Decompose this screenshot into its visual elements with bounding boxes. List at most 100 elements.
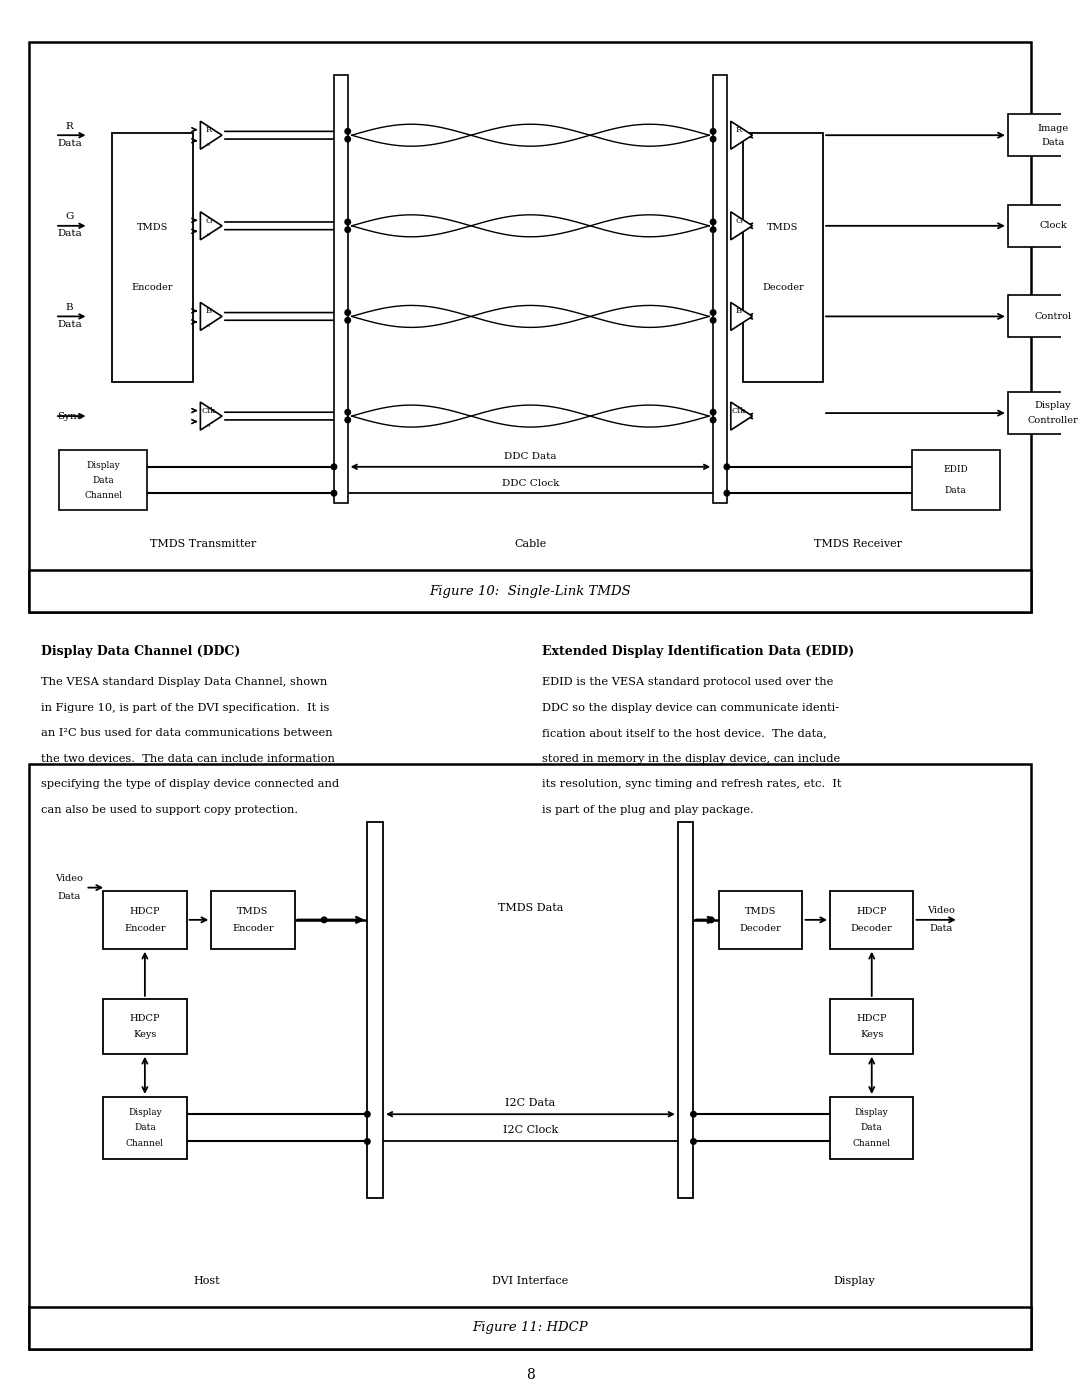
- Polygon shape: [731, 212, 753, 240]
- Text: Clock: Clock: [1039, 221, 1067, 231]
- Text: Encoder: Encoder: [132, 284, 173, 292]
- Text: the two devices.  The data can include information: the two devices. The data can include in…: [41, 753, 335, 764]
- FancyBboxPatch shape: [29, 1308, 1031, 1350]
- Text: Channel: Channel: [84, 490, 122, 500]
- Text: DDC so the display device can communicate identi-: DDC so the display device can communicat…: [542, 703, 839, 712]
- FancyBboxPatch shape: [743, 133, 823, 383]
- Polygon shape: [201, 302, 222, 331]
- Text: Control: Control: [1035, 312, 1071, 321]
- Text: Channel: Channel: [853, 1139, 891, 1148]
- Text: is part of the plug and play package.: is part of the plug and play package.: [542, 805, 754, 814]
- Polygon shape: [731, 302, 753, 331]
- Text: stored in memory in the display device, can include: stored in memory in the display device, …: [542, 753, 840, 764]
- Text: Video: Video: [927, 907, 955, 915]
- Text: TMDS: TMDS: [767, 224, 798, 232]
- FancyBboxPatch shape: [1008, 205, 1080, 247]
- Text: Display: Display: [129, 1108, 162, 1116]
- Circle shape: [365, 1112, 370, 1118]
- Text: TMDS Data: TMDS Data: [498, 902, 563, 912]
- Text: Decoder: Decoder: [851, 923, 892, 933]
- Text: G: G: [205, 217, 212, 225]
- Text: Clk: Clk: [732, 407, 746, 415]
- Text: Data: Data: [134, 1123, 156, 1133]
- Text: Data: Data: [57, 893, 80, 901]
- Text: Figure 10:  Single-Link TMDS: Figure 10: Single-Link TMDS: [430, 584, 632, 598]
- FancyBboxPatch shape: [334, 75, 348, 503]
- Text: Data: Data: [57, 320, 82, 328]
- Text: TMDS: TMDS: [745, 907, 777, 915]
- FancyBboxPatch shape: [831, 999, 914, 1053]
- Text: o: o: [207, 422, 211, 427]
- Text: Display: Display: [86, 461, 120, 469]
- Text: TMDS: TMDS: [238, 907, 269, 915]
- Circle shape: [345, 409, 351, 415]
- Text: Cable: Cable: [514, 539, 546, 549]
- FancyBboxPatch shape: [831, 1097, 914, 1160]
- FancyBboxPatch shape: [103, 1097, 187, 1160]
- Polygon shape: [731, 122, 753, 149]
- Circle shape: [724, 490, 730, 496]
- Text: Image: Image: [1038, 123, 1068, 133]
- Text: Data: Data: [1041, 138, 1065, 147]
- FancyBboxPatch shape: [1008, 393, 1080, 434]
- FancyBboxPatch shape: [1008, 115, 1080, 156]
- Text: Data: Data: [57, 229, 82, 239]
- FancyBboxPatch shape: [49, 784, 364, 1255]
- FancyBboxPatch shape: [29, 42, 1031, 612]
- Text: TMDS: TMDS: [136, 224, 167, 232]
- Text: in Figure 10, is part of the DVI specification.  It is: in Figure 10, is part of the DVI specifi…: [41, 703, 329, 712]
- FancyBboxPatch shape: [103, 891, 187, 949]
- FancyBboxPatch shape: [29, 764, 1031, 1350]
- Text: I2C Clock: I2C Clock: [503, 1126, 558, 1136]
- FancyBboxPatch shape: [713, 75, 727, 503]
- Text: G: G: [735, 217, 742, 225]
- Circle shape: [345, 129, 351, 134]
- Circle shape: [691, 1112, 697, 1118]
- FancyBboxPatch shape: [103, 999, 187, 1053]
- Text: o: o: [207, 323, 211, 328]
- Circle shape: [711, 310, 716, 316]
- Polygon shape: [731, 402, 753, 430]
- Text: Display: Display: [834, 1275, 876, 1287]
- Text: Extended Display Identification Data (EDID): Extended Display Identification Data (ED…: [542, 645, 854, 658]
- Circle shape: [332, 464, 337, 469]
- Circle shape: [711, 418, 716, 423]
- Text: Channel: Channel: [126, 1139, 164, 1148]
- Text: Encoder: Encoder: [124, 923, 165, 933]
- Polygon shape: [201, 212, 222, 240]
- Text: B: B: [205, 307, 212, 316]
- FancyBboxPatch shape: [719, 891, 802, 949]
- Text: Display Data Channel (DDC): Display Data Channel (DDC): [41, 645, 241, 658]
- Text: Keys: Keys: [133, 1030, 157, 1039]
- Circle shape: [711, 226, 716, 232]
- Text: G: G: [66, 212, 73, 221]
- Circle shape: [691, 1139, 697, 1144]
- FancyBboxPatch shape: [59, 450, 147, 510]
- Text: B: B: [735, 307, 742, 316]
- FancyBboxPatch shape: [705, 66, 1010, 518]
- Circle shape: [345, 317, 351, 323]
- Text: Sync: Sync: [57, 412, 82, 420]
- Text: Decoder: Decoder: [762, 284, 804, 292]
- Text: its resolution, sync timing and refresh rates, etc.  It: its resolution, sync timing and refresh …: [542, 780, 841, 789]
- FancyBboxPatch shape: [678, 821, 693, 1199]
- Text: B: B: [66, 303, 73, 312]
- Text: Host: Host: [193, 1275, 219, 1287]
- Text: HDCP: HDCP: [130, 907, 160, 915]
- FancyBboxPatch shape: [698, 784, 1012, 1255]
- Circle shape: [708, 916, 714, 922]
- Text: DVI Interface: DVI Interface: [492, 1275, 568, 1287]
- Text: o: o: [207, 232, 211, 237]
- FancyBboxPatch shape: [212, 891, 295, 949]
- Text: Keys: Keys: [860, 1030, 883, 1039]
- Text: R: R: [205, 126, 212, 134]
- Text: HDCP: HDCP: [130, 1014, 160, 1023]
- Text: The VESA standard Display Data Channel, shown: The VESA standard Display Data Channel, …: [41, 678, 327, 687]
- Text: TMDS Transmitter: TMDS Transmitter: [150, 539, 256, 549]
- Text: Data: Data: [945, 486, 967, 495]
- Circle shape: [345, 219, 351, 225]
- Circle shape: [345, 226, 351, 232]
- Text: EDID: EDID: [943, 465, 968, 475]
- Text: R: R: [735, 126, 742, 134]
- Circle shape: [332, 490, 337, 496]
